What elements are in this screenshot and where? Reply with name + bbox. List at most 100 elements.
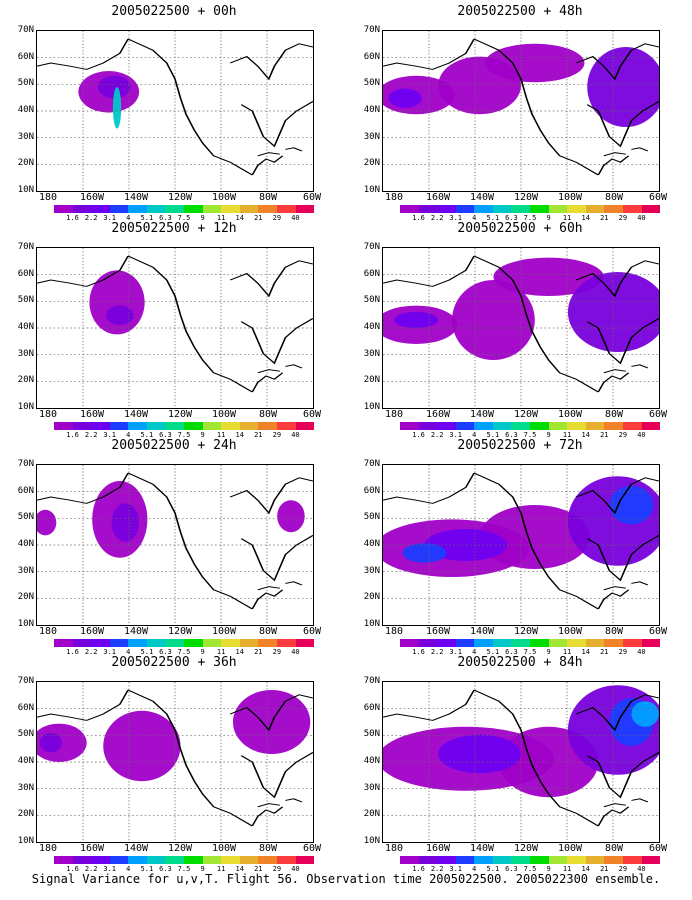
variance-contour <box>277 500 305 533</box>
x-tick-label: 160W <box>79 192 105 203</box>
x-tick-label: 60W <box>302 626 322 637</box>
colorbar-swatch <box>437 205 456 213</box>
colorbar-swatch <box>604 856 623 864</box>
y-tick-label: 50N <box>363 78 380 89</box>
x-tick-label: 100W <box>557 626 583 637</box>
colorbar-label: 1.6 <box>66 214 79 222</box>
x-tick-label: 140W <box>469 626 495 637</box>
colorbar-swatch <box>54 639 73 647</box>
colorbar-swatch <box>641 422 661 430</box>
map-svg <box>37 248 313 408</box>
colorbar-label: 40 <box>291 648 300 656</box>
colorbar-swatch <box>474 422 493 430</box>
colorbar-swatch <box>184 205 203 213</box>
y-tick-label: 60N <box>17 702 34 713</box>
coastline <box>251 155 284 176</box>
variance-contour <box>89 270 145 335</box>
colorbar-labels: 1.6 2.2 3.1 4 5.1 6.3 7.5 9 11 14 21 29 40 <box>400 431 660 440</box>
x-tick-label: 100W <box>557 409 583 420</box>
colorbar-swatch <box>165 856 185 864</box>
y-tick-label: 30N <box>363 348 380 359</box>
colorbar-label: 5.1 <box>486 865 500 873</box>
x-tick-label: 120W <box>167 843 193 854</box>
coastline <box>257 369 281 374</box>
x-tick-label: 140W <box>123 192 149 203</box>
variance-contour <box>485 43 585 83</box>
coastline <box>127 472 253 610</box>
variance-contour <box>394 312 439 328</box>
coastline <box>575 43 659 81</box>
colorbar-label: 29 <box>272 431 282 439</box>
x-tick-label: 100W <box>211 843 237 854</box>
colorbar-swatch <box>604 205 623 213</box>
colorbar-swatch <box>492 856 512 864</box>
coastline <box>603 803 627 808</box>
colorbar-swatch <box>622 205 642 213</box>
colorbar-label: 2.2 <box>84 431 98 439</box>
colorbar <box>400 422 661 430</box>
coastline <box>285 798 303 803</box>
y-tick-label: 30N <box>17 782 34 793</box>
colorbar-label: 14 <box>235 431 244 439</box>
colorbar-labels: 1.6 2.2 3.1 4 5.1 6.3 7.5 9 11 14 21 29 40 <box>54 431 314 440</box>
y-tick-label: 30N <box>17 348 34 359</box>
colorbar-swatch <box>91 856 110 864</box>
colorbar-swatch <box>418 205 438 213</box>
colorbar-label: 9 <box>200 648 205 656</box>
y-tick-label: 50N <box>17 78 34 89</box>
coastline <box>285 147 303 152</box>
colorbar-swatch <box>128 422 147 430</box>
y-tick-label: 20N <box>363 809 380 820</box>
colorbar-label: 29 <box>618 648 628 656</box>
variance-contour <box>438 734 521 774</box>
variance-contour <box>631 701 659 727</box>
figure-caption: Signal Variance for u,v,T. Flight 56. Ob… <box>31 872 661 886</box>
x-tick-label: 180 <box>38 626 58 637</box>
x-tick-label: 100W <box>557 192 583 203</box>
colorbar-label: 40 <box>637 214 646 222</box>
x-tick-label: 100W <box>557 843 583 854</box>
colorbar-swatch <box>437 639 456 647</box>
colorbar-swatch <box>641 205 661 213</box>
colorbar-label: 9 <box>546 431 551 439</box>
panel-title: 2005022500 + 84h <box>457 655 583 670</box>
map-panel: 2005022500 + 36h 70N 60N 50N 40N 30N 20N 10N 180… <box>0 655 340 873</box>
colorbar-swatch <box>567 856 586 864</box>
colorbar-label: 9 <box>546 648 551 656</box>
y-tick-label: 70N <box>17 25 34 35</box>
colorbar-swatch <box>276 639 296 647</box>
coastline <box>257 586 281 591</box>
variance-contour <box>112 87 122 129</box>
colorbar-swatch <box>492 422 512 430</box>
colorbar-labels: 1.6 2.2 3.1 4 5.1 6.3 7.5 9 11 14 21 29 40 <box>54 648 314 657</box>
x-tick-label: 60W <box>648 192 668 203</box>
colorbar <box>54 422 315 430</box>
colorbar-label: 3.1 <box>103 865 117 873</box>
colorbar-label: 4 <box>126 431 131 439</box>
colorbar-label: 2.2 <box>430 865 444 873</box>
y-tick-label: 10N <box>363 402 380 412</box>
colorbar-swatch <box>548 856 568 864</box>
y-tick-label: 20N <box>363 158 380 169</box>
colorbar-label: 3.1 <box>449 431 463 439</box>
colorbar-swatch <box>548 639 568 647</box>
coastline <box>257 152 281 157</box>
x-tick-label: 160W <box>425 192 451 203</box>
x-tick-label: 120W <box>167 409 193 420</box>
variance-contour <box>97 75 131 99</box>
colorbar-label: 4 <box>126 648 131 656</box>
y-tick-label: 20N <box>17 158 34 169</box>
colorbar-label: 4 <box>472 214 477 222</box>
coastline <box>37 689 129 721</box>
coastline <box>473 689 599 827</box>
colorbar-swatch <box>165 639 185 647</box>
colorbar-swatch <box>258 205 277 213</box>
colorbar-label: 3.1 <box>449 214 463 222</box>
colorbar-label: 14 <box>581 431 590 439</box>
x-tick-label: 120W <box>513 409 539 420</box>
x-tick-label: 160W <box>425 626 451 637</box>
colorbar-swatch <box>622 639 642 647</box>
y-tick-label: 30N <box>363 131 380 142</box>
coastline <box>229 260 313 298</box>
coastline <box>127 689 253 827</box>
